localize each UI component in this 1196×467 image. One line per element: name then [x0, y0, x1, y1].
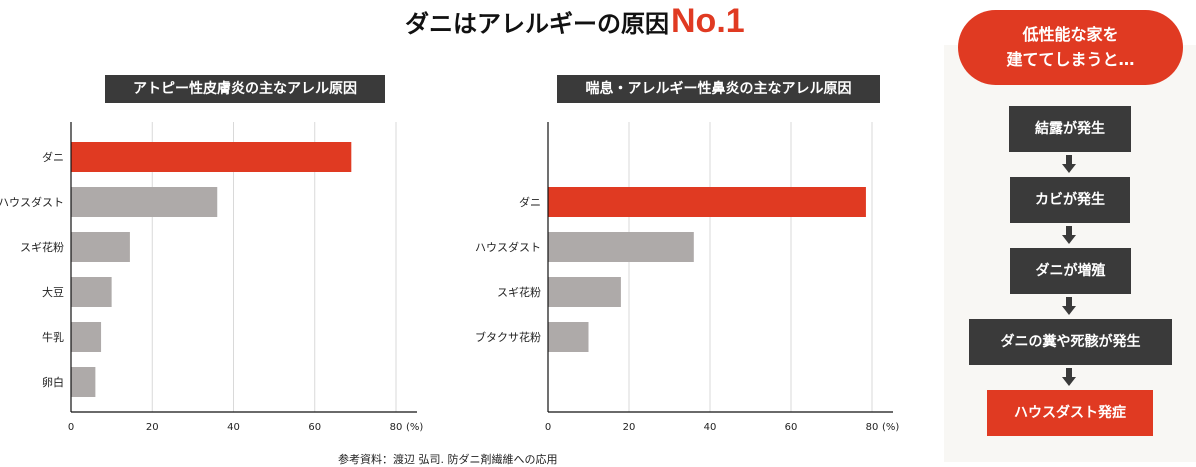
x-tick-label: 60 [785, 422, 798, 433]
arrow-down-icon [1062, 297, 1076, 315]
chart2-title: 喘息・アレルギー性鼻炎の主なアレル原因 [557, 75, 880, 103]
flow-step: ダニの糞や死骸が発生 [969, 319, 1172, 365]
title-highlight: No.1 [671, 2, 745, 40]
x-tick-label: 40 [704, 422, 717, 433]
flow-header-line: 建ててしまうと… [1006, 50, 1135, 69]
x-unit-label: (%) [406, 422, 423, 433]
bar [548, 322, 589, 352]
arrow-down-icon [1062, 226, 1076, 244]
bar [71, 367, 96, 397]
title-text: ダニはアレルギーの原因 [405, 10, 669, 38]
category-label: ハウスダスト [475, 240, 541, 254]
bar [71, 232, 130, 262]
bar [548, 277, 621, 307]
category-label: ブタクサ花粉 [475, 330, 541, 344]
category-label: スギ花粉 [497, 286, 541, 299]
arrow-down-icon [1062, 155, 1076, 173]
arrow-down-icon [1062, 368, 1076, 386]
page-title: ダニはアレルギーの原因No.1 [405, 2, 745, 41]
x-unit-label: (%) [882, 422, 899, 433]
bar [71, 322, 102, 352]
bar [71, 142, 352, 172]
flow-header-line: 低性能な家を [1022, 25, 1119, 44]
x-tick-label: 80 [390, 422, 403, 433]
bar [71, 277, 112, 307]
flow-header: 低性能な家を 建ててしまうと… [958, 10, 1183, 85]
bar [548, 187, 866, 217]
category-label: スギ花粉 [20, 241, 64, 254]
x-tick-label: 20 [623, 422, 636, 433]
flow-step-result: ハウスダスト発症 [987, 390, 1153, 436]
flow-step: カビが発生 [1010, 177, 1130, 223]
x-tick-label: 0 [68, 422, 74, 433]
category-label: ハウスダスト [0, 195, 64, 209]
flow-step: 結露が発生 [1009, 106, 1131, 152]
x-tick-label: 20 [146, 422, 159, 433]
category-label: ダニ [42, 150, 64, 164]
x-tick-label: 0 [545, 422, 551, 433]
x-tick-label: 80 [866, 422, 879, 433]
chart1-title: アトピー性皮膚炎の主なアレル原因 [105, 75, 385, 103]
category-label: 牛乳 [42, 330, 64, 344]
bar [548, 232, 694, 262]
bar [71, 187, 218, 217]
flow-step: ダニが増殖 [1010, 248, 1131, 294]
category-label: 大豆 [42, 285, 64, 299]
x-tick-label: 40 [227, 422, 240, 433]
category-label: ダニ [519, 195, 541, 209]
source-caption: 参考資料：渡辺 弘司. 防ダニ剤繊維への応用 [338, 453, 558, 466]
category-label: 卵白 [42, 375, 64, 389]
x-tick-label: 60 [308, 422, 321, 433]
